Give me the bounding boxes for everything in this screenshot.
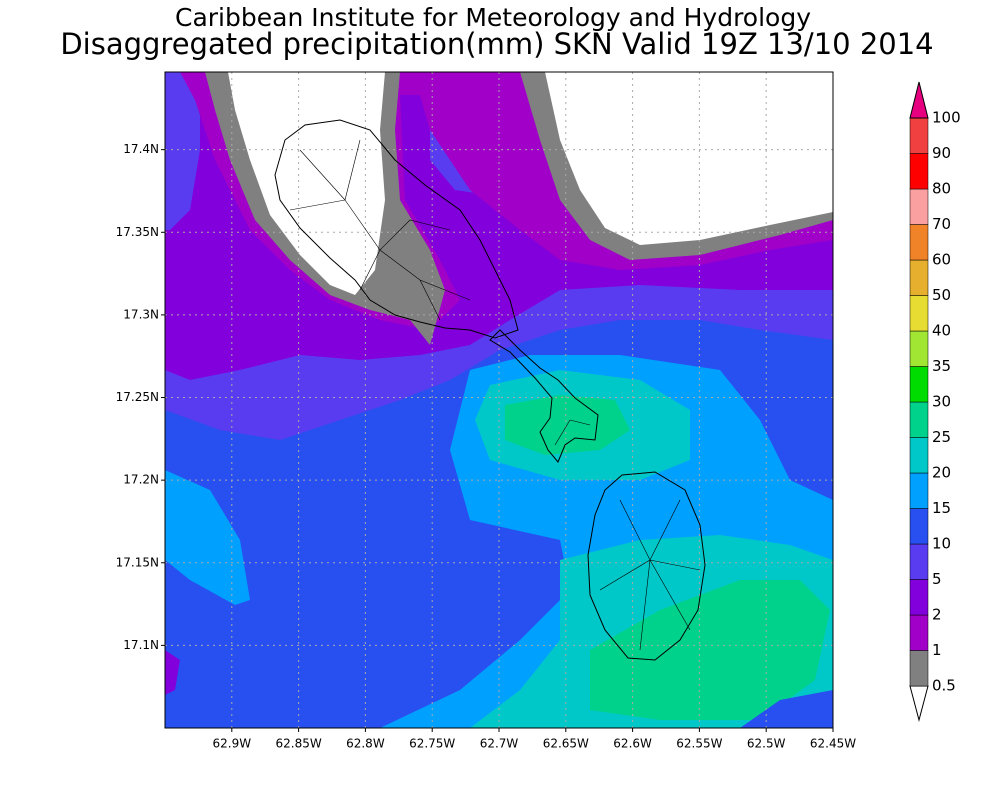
y-tick-label: 17.2N — [123, 473, 159, 487]
y-tick-label: 17.3N — [123, 307, 159, 321]
colorbar-label: 2 — [932, 606, 942, 624]
colorbar-segment — [909, 117, 929, 154]
colorbar-segment — [909, 437, 929, 474]
colorbar-label: 50 — [932, 286, 951, 304]
colorbar-under — [909, 685, 929, 722]
x-tick-label: 62.55W — [676, 737, 722, 751]
nevis — [587, 471, 706, 661]
x-tick-label: 62.7W — [480, 737, 519, 751]
colorbar-segment — [909, 472, 929, 509]
colorbar-segment — [909, 224, 929, 261]
y-tick-label: 17.15N — [116, 555, 159, 569]
contour-region — [165, 72, 200, 230]
x-tick-label: 62.75W — [409, 737, 455, 751]
colorbar-segment — [909, 330, 929, 367]
contour-region — [165, 470, 250, 605]
colorbar-segment — [909, 401, 929, 438]
colorbar-label: 60 — [932, 251, 951, 269]
y-tick-label: 17.4N — [123, 142, 159, 156]
colorbar-over — [909, 81, 929, 119]
contour-region — [505, 395, 630, 455]
colorbar-label: 25 — [932, 428, 951, 446]
colorbar-segment — [909, 579, 929, 616]
x-tick-label: 62.45W — [810, 737, 856, 751]
colorbar-segment — [909, 259, 929, 296]
x-tick-label: 62.8W — [346, 737, 385, 751]
title: Caribbean Institute for Meteorology and … — [175, 3, 811, 32]
colorbar-label: 15 — [932, 499, 951, 517]
y-tick-label: 17.1N — [123, 638, 159, 652]
x-tick-label: 62.6W — [613, 737, 652, 751]
y-tick-label: 17.35N — [116, 225, 159, 239]
colorbar-label: 30 — [932, 393, 951, 411]
colorbar-label: 35 — [932, 357, 951, 375]
x-tick-label: 62.65W — [543, 737, 589, 751]
colorbar-label: 90 — [932, 144, 951, 162]
colorbar-segment — [909, 650, 929, 687]
colorbar-label: 40 — [932, 322, 951, 340]
contour-region — [545, 72, 833, 245]
islands — [274, 119, 706, 661]
colorbar-label: 0.5 — [932, 677, 956, 695]
watersheds — [289, 139, 701, 651]
colorbar-label: 100 — [932, 109, 961, 127]
st-kitts-peninsula — [489, 329, 599, 463]
colorbar-segment — [909, 295, 929, 332]
colorbar-label: 10 — [932, 535, 951, 553]
subtitle: Disaggregated precipitation(mm) SKN Vali… — [60, 27, 933, 61]
contour-region — [740, 690, 833, 728]
colorbar-segment — [909, 366, 929, 403]
x-tick-label: 62.85W — [275, 737, 321, 751]
precip-field — [165, 72, 833, 728]
contour-region — [228, 72, 385, 295]
colorbar-segment — [909, 508, 929, 545]
colorbar-label: 70 — [932, 215, 951, 233]
colorbar-segment — [909, 153, 929, 190]
colorbar-segment — [909, 188, 929, 225]
colorbar-label: 1 — [932, 641, 942, 659]
st-kitts — [274, 119, 519, 339]
y-tick-label: 17.25N — [116, 390, 159, 404]
colorbar-segment — [909, 543, 929, 580]
colorbar-label: 20 — [932, 464, 951, 482]
colorbar-label: 5 — [932, 570, 942, 588]
x-tick-label: 62.5W — [747, 737, 786, 751]
x-tick-label: 62.9W — [213, 737, 252, 751]
colorbar-segment — [909, 614, 929, 651]
colorbar-label: 80 — [932, 180, 951, 198]
contour-region — [165, 650, 180, 695]
contour-region — [590, 580, 830, 720]
